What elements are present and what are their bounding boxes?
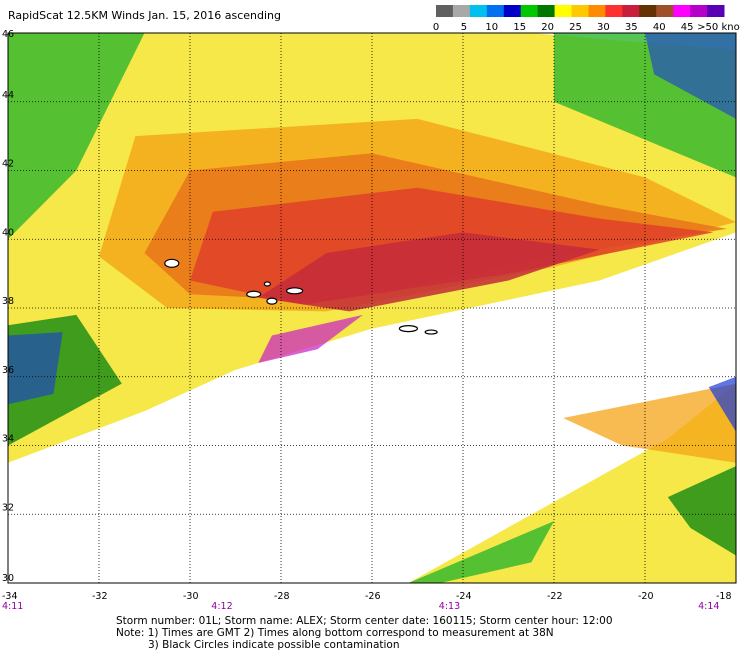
legend-label: 5	[461, 22, 467, 33]
axis-labels: 46 44 42 40 38 36 34 32 30 -34 -32 -30 -28 -26 -24 -22 -…	[2, 29, 732, 612]
swath-se-blue	[708, 376, 736, 432]
swath-dred	[258, 232, 600, 312]
legend-swatch	[605, 5, 623, 17]
time-label: 4:14	[698, 601, 719, 612]
map-title: RapidScat 12.5KM Winds Jan. 15, 2016 asc…	[8, 9, 281, 22]
swath-west-green	[8, 33, 145, 240]
legend-swatch	[656, 5, 674, 17]
legend-swatch	[537, 5, 555, 17]
legend-label: >50 knots	[697, 22, 740, 33]
lat-label: 32	[2, 502, 14, 513]
legend-swatch	[520, 5, 539, 17]
contamination-circle	[266, 297, 278, 305]
contamination-markers	[164, 258, 438, 335]
time-label: 4:11	[2, 601, 23, 612]
swath-se-orange	[563, 383, 736, 463]
legend-swatch	[469, 5, 488, 17]
lon-label: -22	[547, 591, 563, 602]
note-line-1: Note: 1) Times are GMT 2) Times along bo…	[116, 627, 554, 639]
lat-label: 40	[2, 227, 14, 238]
legend-label: 0	[433, 22, 439, 33]
lat-label: 44	[2, 90, 14, 101]
swath-magenta	[258, 314, 363, 363]
lon-label: -18	[716, 591, 732, 602]
legend-swatch	[436, 5, 454, 17]
legend-swatch	[588, 5, 606, 17]
lon-label: -34	[2, 591, 18, 602]
storm-info: Storm number: 01L; Storm name: ALEX; Sto…	[116, 615, 613, 627]
swath-se	[408, 383, 736, 583]
legend-label: 35	[625, 22, 638, 33]
lat-label: 46	[2, 29, 14, 40]
legend-label: 10	[485, 22, 498, 33]
map-grid	[7, 32, 737, 584]
legend-swatch	[486, 5, 505, 17]
lat-label: 34	[2, 434, 14, 445]
legend-swatch	[571, 5, 589, 17]
legend-swatch	[639, 5, 657, 17]
lat-label: 30	[2, 573, 14, 584]
legend-swatch	[690, 5, 708, 17]
legend-label: 45	[681, 22, 694, 33]
lat-label: 42	[2, 159, 14, 170]
contamination-circle	[164, 258, 180, 268]
contamination-circle	[424, 329, 438, 335]
lon-label: -32	[92, 591, 108, 602]
lat-label: 36	[2, 365, 14, 376]
wind-swaths	[8, 33, 736, 583]
swath-west-blue	[8, 332, 63, 405]
swath-ne-blue	[645, 33, 736, 119]
contamination-circle	[398, 325, 418, 333]
lon-label: -24	[456, 591, 472, 602]
legend-swatch	[673, 5, 691, 17]
lat-label: 38	[2, 296, 14, 307]
contamination-circle	[263, 281, 271, 287]
legend-swatch	[452, 5, 471, 17]
wind-speed-legend: 0 5 10 15 20 25 30 35 40 45>50 knots	[433, 5, 740, 33]
contamination-circle	[246, 290, 262, 298]
time-label: 4:12	[211, 601, 232, 612]
lon-label: -26	[365, 591, 381, 602]
legend-label: 40	[653, 22, 666, 33]
legend-swatch	[503, 5, 522, 17]
legend-label: 30	[597, 22, 610, 33]
legend-swatch	[554, 5, 572, 17]
swath-se-dgreen	[667, 466, 736, 556]
lon-label: -20	[638, 591, 654, 602]
time-label: 4:13	[439, 601, 460, 612]
lon-label: -28	[274, 591, 290, 602]
legend-label: 25	[569, 22, 582, 33]
legend-label: 20	[541, 22, 554, 33]
legend-swatch	[707, 5, 725, 17]
note-line-2: 3) Black Circles indicate possible conta…	[148, 639, 400, 651]
legend-swatch	[622, 5, 640, 17]
swath-se-green	[408, 521, 554, 583]
lon-label: -30	[183, 591, 199, 602]
legend-label: 15	[513, 22, 526, 33]
contamination-circle	[286, 287, 304, 295]
